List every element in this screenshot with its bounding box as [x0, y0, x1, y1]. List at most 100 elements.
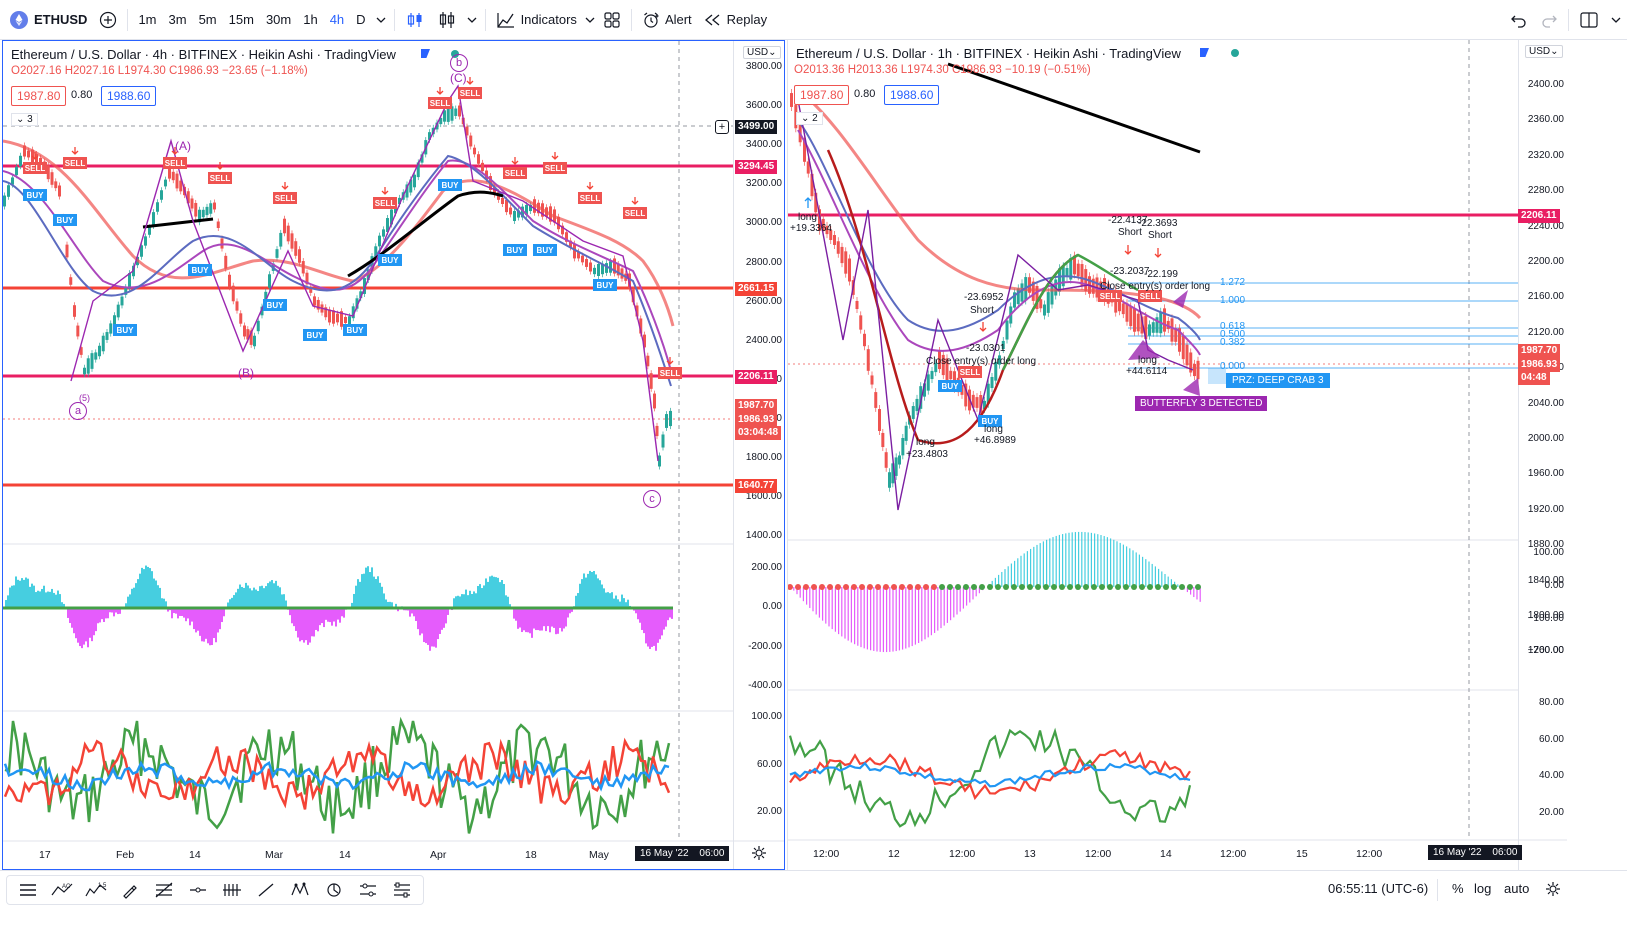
sliders-icon[interactable]	[351, 876, 385, 904]
flag-icon[interactable]	[1200, 48, 1209, 57]
right-currency-select[interactable]: USD⌄	[1525, 45, 1563, 58]
timeframe-d[interactable]: D	[356, 12, 366, 27]
oscillator-bar	[1186, 587, 1188, 593]
signal-box	[23, 162, 47, 174]
replay-button[interactable]: Replay	[698, 6, 773, 34]
oscillator-bar	[203, 608, 205, 642]
oscillator-bar	[529, 608, 531, 634]
elliott-abc-icon[interactable]: AC	[45, 876, 79, 904]
chart-type-candles-icon[interactable]	[431, 6, 463, 34]
xabcd-pattern-icon[interactable]	[283, 876, 317, 904]
left-bid-price[interactable]: 1987.80	[11, 86, 67, 106]
timeframe-dropdown-icon[interactable]	[372, 6, 390, 34]
oscillator-bar	[609, 593, 611, 608]
timeframe-4h[interactable]: 4h	[329, 12, 345, 27]
right-chart-pane[interactable]: BUY BUY SELL SELL SELL Ethereum / U.S. Dolla…	[787, 40, 1567, 870]
oscillator-bar	[103, 608, 105, 622]
oscillator-bar	[651, 608, 653, 647]
butterfly-label[interactable]: BUTTERFLY 3 DETECTED	[1135, 396, 1268, 411]
buy-signal-label: BUY	[942, 382, 960, 391]
candle-body	[201, 209, 205, 218]
oscillator-bar	[183, 608, 185, 618]
rsi-tick: 20.00	[756, 806, 782, 817]
oscillator-bar	[361, 574, 363, 608]
settings-sliders-icon[interactable]	[385, 876, 419, 904]
oscillator-bar	[543, 608, 545, 627]
left-chart-canvas[interactable]: SELL SELL SELL SELL SELL SELL SELL SELL SELL SELL…	[3, 41, 785, 870]
oscillator-dot	[1083, 584, 1089, 590]
candle-body	[98, 345, 101, 357]
price-tick: 2800.00	[745, 256, 782, 268]
oscillator-bar	[19, 580, 21, 608]
oscillator-bar	[499, 582, 501, 608]
auto-scale-toggle[interactable]: auto	[1504, 881, 1530, 896]
log-scale-toggle[interactable]: log	[1474, 881, 1492, 896]
right-price-axis[interactable]: 2400.00 2360.00 2320.00 2280.00 2240.00 2200.…	[1518, 40, 1567, 870]
bar-style-icon[interactable]	[399, 6, 431, 34]
right-ask-price[interactable]: 1988.60	[884, 85, 940, 105]
oscillator-bar	[437, 608, 439, 640]
indicators-button[interactable]: Indicators	[490, 6, 583, 34]
left-layers-toggle[interactable]: ⌄ 3	[11, 113, 38, 126]
timeframe-1h[interactable]: 1h	[303, 12, 318, 27]
candle-body	[1016, 288, 1020, 305]
timeframe-3m[interactable]: 3m	[168, 12, 187, 27]
menu-icon[interactable]	[11, 876, 45, 904]
fib-channel-icon[interactable]	[147, 876, 181, 904]
left-chart-pane[interactable]: SELL SELL SELL SELL SELL SELL SELL SELL SELL SELL…	[2, 40, 785, 870]
right-bid-price[interactable]: 1987.80	[794, 85, 850, 105]
candle-body	[15, 166, 18, 176]
undo-icon[interactable]	[1504, 6, 1534, 34]
timeframe-5m[interactable]: 5m	[198, 12, 217, 27]
candle-body	[390, 209, 393, 225]
left-currency-select[interactable]: USD⌄	[743, 46, 781, 59]
oscillator-bar	[197, 608, 199, 631]
oscillator-bar	[1193, 587, 1195, 598]
alert-button[interactable]: Alert	[636, 6, 698, 34]
timeframe-30m[interactable]: 30m	[265, 12, 292, 27]
buy-signal-label: BUY	[192, 266, 210, 275]
left-ask-price[interactable]: 1988.60	[101, 86, 157, 106]
cycle-icon[interactable]	[317, 876, 351, 904]
candle-body	[1148, 324, 1151, 336]
candle-body	[231, 285, 235, 302]
layout-split-icon[interactable]	[1573, 6, 1605, 34]
oscillator-bar	[645, 608, 647, 644]
right-layers-toggle[interactable]: ⌄ 2	[796, 112, 823, 125]
oscillator-bar	[545, 608, 547, 632]
horizontal-line-icon[interactable]	[181, 876, 215, 904]
percent-scale-toggle[interactable]: %	[1452, 881, 1464, 896]
candle-body	[874, 392, 878, 408]
oscillator-bar	[978, 587, 980, 594]
settings-gear-icon[interactable]	[751, 845, 767, 864]
templates-grid-icon[interactable]	[597, 6, 627, 34]
sell-signal-label: SELL	[430, 99, 451, 108]
osc-tick: 100.00	[1533, 547, 1564, 558]
trade-annotation: -22.3693	[1138, 218, 1178, 229]
candle-body	[863, 333, 866, 347]
oscillator-bar	[793, 587, 795, 591]
flag-icon[interactable]	[421, 49, 430, 58]
compare-add-icon[interactable]	[93, 6, 123, 34]
layout-dropdown-icon[interactable]	[1605, 6, 1627, 34]
elliott-impulse-icon[interactable]: 1 5	[79, 876, 113, 904]
pen-icon[interactable]	[113, 876, 147, 904]
timeframe-15m[interactable]: 15m	[228, 12, 254, 27]
redo-icon[interactable]	[1534, 6, 1564, 34]
oscillator-bar	[255, 589, 257, 608]
symbol-search[interactable]: ETHUSD	[0, 6, 93, 34]
ruler-icon[interactable]	[215, 876, 249, 904]
trend-line-icon[interactable]	[249, 876, 283, 904]
clock-time[interactable]: 06:55:11 (UTC-6)	[1328, 881, 1429, 896]
chart-type-dropdown-icon[interactable]	[463, 6, 481, 34]
candle-body	[1166, 320, 1170, 330]
timeframe-1m[interactable]: 1m	[138, 12, 157, 27]
candle-body	[1020, 283, 1024, 302]
prz-label[interactable]: PRZ: DEEP CRAB 3	[1226, 373, 1330, 388]
oscillator-bar	[943, 587, 945, 626]
crosshair-add-icon[interactable]: +	[715, 120, 729, 134]
candle-body	[473, 147, 476, 155]
status-settings-gear-icon[interactable]	[1545, 881, 1561, 900]
indicators-dropdown-icon[interactable]	[583, 6, 597, 34]
